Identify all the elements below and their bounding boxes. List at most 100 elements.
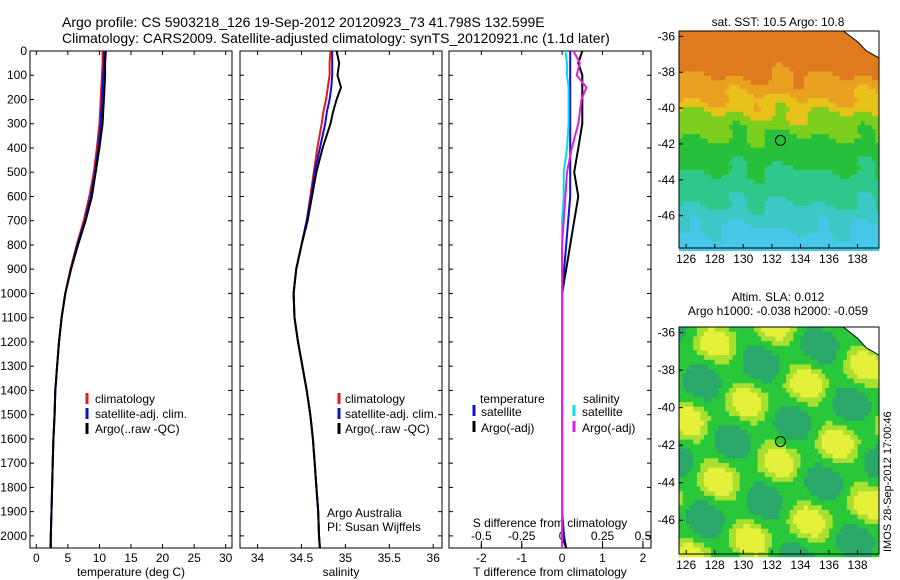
map-cell: [693, 448, 698, 454]
map-cell: [761, 246, 766, 252]
map-cell: [725, 477, 730, 483]
map-cell: [686, 107, 691, 113]
map-cell: [757, 232, 762, 238]
map-cell: [746, 369, 751, 375]
map-cell: [782, 35, 787, 41]
map-cell: [736, 143, 741, 148]
map-cell: [868, 392, 873, 398]
map-cell: [832, 444, 837, 450]
map-cell: [857, 174, 862, 180]
map-cell: [764, 411, 769, 417]
map-cell: [775, 165, 780, 171]
map-cell: [754, 467, 758, 473]
map-cell: [793, 214, 798, 220]
map-cell: [821, 406, 826, 412]
map-cell: [875, 477, 880, 483]
map-cell: [857, 444, 862, 450]
map-cell: [843, 66, 848, 72]
map-cell: [718, 179, 723, 184]
map-cell: [718, 467, 723, 473]
map-cell: [818, 219, 823, 225]
map-cell: [793, 134, 798, 139]
map-cell: [829, 53, 833, 59]
map-cell: [850, 80, 855, 86]
map-cell: [686, 214, 691, 220]
map-cell: [764, 392, 769, 398]
map-cell: [754, 129, 758, 135]
map-cell: [814, 53, 819, 59]
map-cell: [743, 327, 748, 333]
map-cell: [736, 219, 741, 225]
map-cell: [700, 434, 705, 440]
map-cell: [754, 125, 758, 131]
map-cell: [682, 397, 687, 403]
x-tick-label: 138: [848, 252, 868, 266]
map-cell: [793, 48, 798, 54]
map-cell: [804, 402, 808, 408]
map-cell: [718, 491, 723, 497]
map-cell: [736, 66, 741, 72]
map-cell: [725, 161, 730, 166]
map-cell: [871, 359, 876, 365]
map-cell: [711, 448, 716, 454]
map-cell: [750, 491, 755, 497]
map-cell: [700, 174, 705, 180]
map-cell: [725, 228, 730, 234]
map-cell: [757, 40, 762, 45]
map-cell: [761, 453, 766, 459]
map-cell: [696, 98, 701, 104]
map-cell: [732, 219, 737, 225]
map-cell: [779, 66, 783, 72]
map-cell: [864, 406, 869, 412]
map-cell: [829, 472, 833, 478]
map-cell: [804, 102, 808, 108]
map-cell: [704, 120, 708, 126]
map-cell: [818, 125, 823, 131]
map-cell: [736, 345, 741, 351]
map-cell: [804, 345, 808, 351]
map-cell: [707, 125, 712, 131]
map-cell: [811, 102, 816, 108]
map-cell: [825, 219, 830, 225]
map-cell: [836, 392, 841, 398]
map-cell: [814, 477, 819, 483]
map-cell: [704, 174, 708, 180]
map-cell: [786, 111, 791, 117]
map-cell: [850, 336, 855, 342]
map-cell: [804, 219, 808, 225]
map-cell: [721, 359, 726, 365]
map-cell: [743, 156, 748, 162]
map-cell: [682, 327, 687, 333]
map-cell: [700, 359, 705, 365]
map-cell: [779, 397, 783, 403]
map-cell: [782, 425, 787, 431]
map-cell: [736, 481, 741, 487]
map-cell: [743, 232, 748, 238]
map-cell: [700, 40, 705, 45]
map-cell: [768, 359, 773, 365]
map-cell: [875, 463, 880, 469]
map-cell: [843, 350, 848, 356]
map-cell: [836, 210, 841, 216]
map-cell: [861, 355, 866, 361]
map-cell: [786, 425, 791, 431]
map-cell: [829, 444, 833, 450]
map-cell: [743, 481, 748, 487]
map-cell: [696, 420, 701, 426]
map-cell: [682, 53, 687, 59]
map-cell: [775, 129, 780, 135]
map-cell: [807, 214, 812, 220]
map-cell: [743, 205, 748, 211]
map-cell: [729, 102, 733, 108]
map-cell: [868, 89, 873, 95]
x-tick-label: 1: [599, 551, 606, 565]
map-cell: [711, 111, 716, 117]
map-cell: [721, 57, 726, 63]
map-cell: [811, 425, 816, 431]
map-cell: [811, 138, 816, 144]
map-cell: [725, 183, 730, 189]
map-cell: [843, 341, 848, 347]
map-cell: [679, 107, 683, 113]
map-cell: [768, 183, 773, 189]
map-cell: [746, 331, 751, 337]
